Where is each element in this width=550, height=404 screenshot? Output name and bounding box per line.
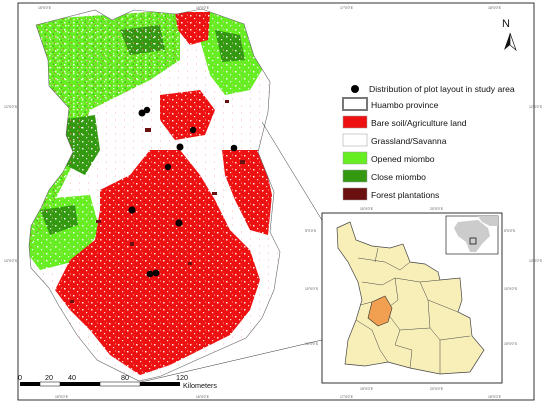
plot-point [128, 206, 136, 214]
scale-bar: 0 20 40 80 120 Kilometers [18, 373, 217, 390]
legend-swatch-bare [342, 115, 368, 129]
plot-point [152, 269, 160, 277]
legend-label-province: Huambo province [371, 100, 439, 110]
legend-label-bare: Bare soil/Agriculture land [371, 118, 467, 128]
plot-point [146, 270, 154, 278]
grid-label-bottom-1: 15°0'0"E [55, 395, 69, 399]
inset-grid-label: 5°0'0"S [305, 229, 317, 233]
huambo-province-outline [28, 8, 281, 382]
africa-shape [454, 220, 490, 252]
plot-point [138, 109, 146, 117]
grid-label-right-2: 13°0'0"S [529, 259, 543, 263]
legend-swatch-close [342, 169, 368, 183]
scale-label-120: 120 [176, 373, 188, 382]
north-arrow: N [502, 18, 517, 52]
legend-dot-icon [351, 85, 359, 93]
land-cover-map [29, 9, 280, 381]
grid-label-top-3: 17°0'0"E [340, 6, 354, 10]
grid-label-bottom-4: 18°0'0"E [488, 395, 502, 399]
legend-label-close: Close miombo [371, 172, 426, 182]
grid-label-right-1: 12°0'0"S [529, 105, 543, 109]
huambo-inset-highlight [367, 295, 393, 327]
scale-label-80: 80 [121, 373, 129, 382]
grid-label-left-2: 13°0'0"S [4, 259, 18, 263]
inset-grid-label: 10°0'0"S [504, 287, 518, 291]
grid-labels: 15°0'0"E 16°0'0"E 17°0'0"E 18°0'0"E 15°0… [4, 6, 543, 399]
legend-swatch-forest [342, 187, 368, 201]
plot-point [230, 144, 238, 152]
north-arrow-icon [504, 33, 510, 50]
plot-point [164, 163, 172, 171]
legend-label-forest: Forest plantations [371, 190, 439, 200]
grid-label-bottom-2: 16°0'0"E [196, 395, 210, 399]
grid-label-left-1: 12°0'0"S [4, 105, 18, 109]
inset-grid-label: 15°0'0"E [360, 207, 374, 211]
inset-grid-label: 5°0'0"S [504, 229, 516, 233]
plot-point [143, 106, 151, 114]
legend-label-plots: Distribution of plot layout in study are… [369, 84, 515, 94]
legend-swatch-province [342, 97, 368, 111]
inset-grid-label: 20°0'0"E [430, 207, 444, 211]
plot-points [128, 106, 238, 278]
scale-label-40: 40 [68, 373, 76, 382]
angola-locator [469, 237, 477, 245]
plot-point [176, 143, 184, 151]
inset-grid-label: 20°0'0"E [430, 387, 444, 391]
map-frame [17, 2, 535, 401]
plot-point [175, 219, 183, 227]
scale-unit: Kilometers [183, 381, 217, 390]
scale-label-0: 0 [18, 373, 22, 382]
inset-grid-label: 10°0'0"S [305, 287, 319, 291]
inset-grid-label: 15°0'0"E [360, 387, 374, 391]
inset-grid-label: 15°0'0"S [305, 342, 319, 346]
grid-label-top-2: 16°0'0"E [196, 6, 210, 10]
grid-label-top-4: 18°0'0"E [488, 6, 502, 10]
north-label: N [502, 18, 510, 30]
plot-point [189, 126, 197, 134]
legend: Distribution of plot layout in study are… [342, 84, 515, 201]
scale-label-20: 20 [45, 373, 53, 382]
legend-label-grass: Grassland/Savanna [371, 136, 447, 146]
forest-plantation-patches [70, 100, 245, 303]
eurasia-shape [478, 216, 498, 226]
inset-grid-label: 15°0'0"S [504, 342, 518, 346]
legend-swatch-grass [342, 133, 368, 147]
legend-label-opened: Opened miombo [371, 154, 435, 164]
legend-swatch-opened [342, 151, 368, 165]
grid-label-top-1: 15°0'0"E [38, 6, 52, 10]
grid-label-bottom-3: 17°0'0"E [340, 395, 354, 399]
angola-country [336, 221, 485, 375]
inset-map: 15°0'0"E 20°0'0"E 15°0'0"E 20°0'0"E 5°0'… [305, 207, 518, 391]
